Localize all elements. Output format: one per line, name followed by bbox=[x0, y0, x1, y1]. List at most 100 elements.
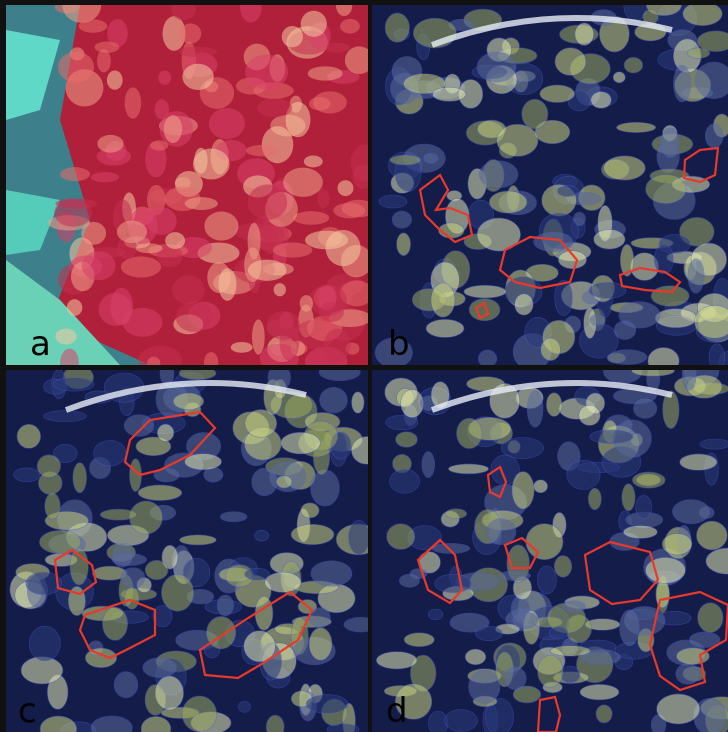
tree-crown bbox=[396, 233, 410, 256]
tree-crown bbox=[67, 299, 83, 316]
tree-crown bbox=[37, 455, 61, 478]
tree-crown bbox=[55, 198, 97, 208]
tree-crown bbox=[445, 509, 466, 519]
tree-crown bbox=[245, 409, 277, 437]
tree-crown bbox=[14, 468, 40, 482]
tree-crown bbox=[252, 468, 278, 496]
tree-crown bbox=[469, 670, 500, 703]
panel-d bbox=[372, 354, 728, 732]
tree-crown bbox=[705, 124, 723, 148]
tree-crown bbox=[428, 609, 443, 620]
tree-crown bbox=[505, 667, 527, 690]
tree-crown bbox=[117, 221, 147, 243]
tree-crown bbox=[404, 633, 434, 647]
tree-crown bbox=[486, 519, 516, 545]
tree-crown bbox=[534, 480, 548, 493]
tree-crown bbox=[279, 324, 299, 361]
tree-crown bbox=[138, 485, 182, 501]
tree-crown bbox=[73, 463, 87, 493]
tree-crown bbox=[282, 26, 303, 47]
tree-crown bbox=[193, 149, 230, 180]
figure: a b c d bbox=[0, 0, 728, 732]
tree-crown bbox=[220, 512, 247, 522]
tree-crown bbox=[513, 612, 538, 629]
tree-crown bbox=[209, 108, 245, 139]
tree-crown bbox=[489, 191, 527, 213]
tree-crown bbox=[102, 607, 127, 640]
tree-crown bbox=[632, 472, 665, 488]
tree-crown bbox=[550, 646, 590, 657]
tree-crown bbox=[310, 470, 339, 506]
tree-crown bbox=[590, 315, 605, 326]
tree-crown bbox=[527, 391, 543, 427]
tree-crown bbox=[29, 626, 60, 661]
tree-crown bbox=[182, 64, 213, 90]
divider bbox=[0, 365, 728, 370]
tree-crown bbox=[164, 115, 182, 143]
tree-crown bbox=[121, 568, 145, 588]
tree-crown bbox=[255, 530, 269, 541]
tree-crown bbox=[178, 46, 217, 57]
panel-label: b bbox=[388, 324, 410, 364]
tree-crown bbox=[155, 676, 184, 710]
tree-crown bbox=[422, 452, 435, 478]
tree-crown bbox=[185, 197, 218, 210]
tree-crown bbox=[588, 488, 601, 510]
tree-crown bbox=[435, 574, 472, 592]
tree-crown bbox=[661, 128, 679, 158]
tree-crown bbox=[392, 211, 411, 228]
tree-crown bbox=[55, 329, 76, 345]
tree-crown bbox=[651, 286, 689, 307]
tree-crown bbox=[45, 493, 61, 519]
tree-crown bbox=[155, 99, 169, 119]
tree-crown bbox=[683, 2, 723, 26]
tree-crown bbox=[161, 574, 193, 611]
tree-crown bbox=[537, 566, 556, 594]
tree-crown bbox=[291, 524, 334, 544]
panel-label: c bbox=[18, 691, 37, 731]
tree-crown bbox=[100, 509, 136, 520]
tree-crown bbox=[306, 695, 348, 714]
tree-crown bbox=[477, 52, 516, 82]
tree-crown bbox=[555, 48, 586, 76]
tree-crown bbox=[608, 350, 647, 365]
tree-crown bbox=[326, 230, 361, 266]
tree-crown bbox=[146, 207, 176, 235]
tree-crown bbox=[396, 432, 418, 448]
tree-crown bbox=[165, 232, 185, 249]
tree-crown bbox=[456, 418, 482, 448]
tree-crown bbox=[700, 439, 728, 449]
tree-crown bbox=[58, 52, 94, 83]
tree-crown bbox=[265, 572, 302, 592]
panel-c bbox=[6, 361, 382, 732]
tree-crown bbox=[646, 174, 687, 203]
panel-a bbox=[6, 0, 378, 378]
tree-crown bbox=[94, 440, 126, 466]
tree-crown bbox=[204, 212, 238, 241]
tree-crown bbox=[145, 560, 168, 579]
tree-crown bbox=[522, 99, 548, 129]
tree-crown bbox=[567, 460, 600, 489]
tree-crown bbox=[143, 658, 177, 678]
tree-crown bbox=[654, 245, 673, 274]
tree-crown bbox=[622, 484, 635, 511]
tree-crown bbox=[448, 464, 488, 474]
tree-crown bbox=[676, 664, 700, 685]
tree-crown bbox=[262, 126, 294, 163]
tree-crown bbox=[43, 411, 86, 422]
tree-crown bbox=[218, 268, 236, 301]
tree-crown bbox=[676, 648, 709, 665]
tree-crown bbox=[70, 548, 88, 585]
tree-crown bbox=[464, 285, 506, 298]
tree-crown bbox=[60, 167, 90, 181]
tree-crown bbox=[579, 405, 600, 425]
tree-crown bbox=[121, 256, 161, 277]
tree-crown bbox=[385, 13, 409, 42]
tree-crown bbox=[110, 288, 133, 326]
tree-crown bbox=[680, 454, 717, 470]
tree-crown bbox=[333, 203, 365, 219]
tree-crown bbox=[475, 626, 502, 640]
tree-crown bbox=[112, 553, 147, 565]
tree-crown bbox=[319, 302, 344, 322]
tree-crown bbox=[645, 557, 685, 583]
